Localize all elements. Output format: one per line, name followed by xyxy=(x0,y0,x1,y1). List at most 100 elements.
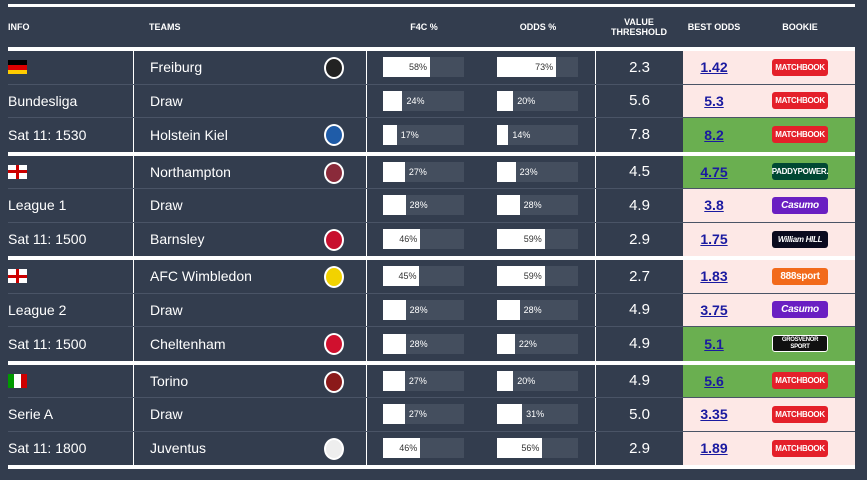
odds-bar: 22% xyxy=(497,333,578,354)
best-odds-link[interactable]: 1.89 xyxy=(700,440,728,457)
f4c-bar-label: 28% xyxy=(409,338,428,349)
northampton-crest-icon xyxy=(324,161,344,184)
england-flag-icon xyxy=(8,164,27,179)
f4c-bar-fill xyxy=(383,90,403,111)
odds-bar-label: 59% xyxy=(523,271,542,282)
f4c-bar: 27% xyxy=(383,370,464,391)
team-name: Juventus xyxy=(150,440,207,457)
odds-bar: 23% xyxy=(497,161,578,182)
f4c-bar-fill xyxy=(383,266,420,287)
table-row: Sat 11: 1500 Barnsley 46% 59% 2.9 1.75 W… xyxy=(8,222,855,256)
table-header: INFO TEAMS F4C % ODDS % VALUE THRESHOLD … xyxy=(8,7,855,47)
odds-bar-fill xyxy=(497,404,523,425)
value-threshold: 2.3 xyxy=(595,51,683,84)
bookie-logo-button[interactable]: William HILL xyxy=(772,230,828,248)
bookie-logo-button[interactable]: MATCHBOOK xyxy=(772,372,828,390)
divider xyxy=(8,4,855,7)
odds-bar-label: 23% xyxy=(519,166,538,177)
freiburg-crest-icon xyxy=(324,57,344,79)
cheltenham-crest-icon xyxy=(324,333,344,355)
value-threshold: 4.9 xyxy=(595,327,683,361)
f4c-bar-label: 46% xyxy=(399,443,418,454)
bookie-logo-button[interactable]: Casumo xyxy=(772,301,828,319)
f4c-bar-fill xyxy=(383,161,405,182)
odds-bar-fill xyxy=(497,229,545,250)
odds-bar-fill xyxy=(497,266,545,287)
best-odds-link[interactable]: 4.75 xyxy=(700,163,728,180)
team-name: Barnsley xyxy=(150,231,205,248)
odds-bar-label: 20% xyxy=(517,95,536,106)
germany-flag-icon xyxy=(8,60,27,75)
f4c-bar: 46% xyxy=(383,438,464,459)
best-odds-link[interactable]: 5.6 xyxy=(704,372,724,389)
group-divider xyxy=(8,465,855,469)
barnsley-crest-icon xyxy=(324,228,344,251)
kickoff-time: Sat 11: 1800 xyxy=(8,440,87,457)
odds-bar-fill xyxy=(497,195,520,216)
bookie-logo-button[interactable]: MATCHBOOK xyxy=(772,92,828,110)
f4c-bar-fill xyxy=(383,57,430,78)
table-row: League 1 Draw 28% 28% 4.9 3.8 Casumo xyxy=(8,189,855,223)
f4c-bar-label: 24% xyxy=(406,95,425,106)
bookie-logo-button[interactable]: 888sport xyxy=(772,267,828,285)
juventus-crest-icon xyxy=(324,437,344,460)
bookie-logo-button[interactable]: Casumo xyxy=(772,196,828,214)
table-row: Serie A Draw 27% 31% 5.0 3.35 MATCHBOOK xyxy=(8,398,855,432)
value-threshold: 4.9 xyxy=(595,293,683,326)
best-odds-link[interactable]: 1.42 xyxy=(700,59,728,76)
header-info: INFO xyxy=(8,22,30,32)
bookie-logo-button[interactable]: MATCHBOOK xyxy=(772,58,828,76)
odds-bar-label: 59% xyxy=(523,234,542,245)
bookie-logo-button[interactable]: MATCHBOOK xyxy=(772,405,828,423)
header-best-odds: BEST ODDS xyxy=(687,22,741,32)
f4c-bar: 27% xyxy=(383,161,464,182)
best-odds-link[interactable]: 8.2 xyxy=(704,126,724,143)
best-odds-link[interactable]: 3.35 xyxy=(700,406,728,423)
f4c-bar: 28% xyxy=(383,195,464,216)
team-name: Freiburg xyxy=(150,59,203,76)
header-f4c: F4C % xyxy=(410,22,438,32)
odds-bar: 56% xyxy=(497,438,578,459)
bookie-logo-button[interactable]: MATCHBOOK xyxy=(772,439,828,457)
odds-bar: 73% xyxy=(497,57,578,78)
value-threshold: 4.9 xyxy=(595,189,683,222)
header-teams: TEAMS xyxy=(149,22,181,32)
team-name: Northampton xyxy=(150,163,231,180)
holstein-kiel-crest-icon xyxy=(324,124,344,146)
best-odds-link[interactable]: 3.8 xyxy=(704,197,724,214)
best-odds-link[interactable]: 1.83 xyxy=(700,268,728,285)
best-odds-link[interactable]: 1.75 xyxy=(700,231,728,248)
f4c-bar-fill xyxy=(383,195,406,216)
best-odds-link[interactable]: 5.3 xyxy=(704,92,724,109)
group-divider xyxy=(8,360,855,365)
bookie-logo-button[interactable]: MATCHBOOK xyxy=(772,126,828,144)
f4c-bar-fill xyxy=(383,333,406,354)
team-name: Torino xyxy=(150,372,189,389)
kickoff-time: Sat 11: 1530 xyxy=(8,126,87,143)
table-row: Sat 11: 1800 Juventus 46% 56% 2.9 1.89 M… xyxy=(8,431,855,465)
bookie-logo-button[interactable]: PADDYPOWER. xyxy=(772,163,829,181)
f4c-bar: 28% xyxy=(383,333,464,354)
f4c-bar-label: 58% xyxy=(408,62,427,73)
value-threshold: 7.8 xyxy=(595,118,683,152)
odds-bar-label: 28% xyxy=(523,304,542,315)
league-name: League 2 xyxy=(8,301,67,318)
odds-bar-fill xyxy=(497,124,509,145)
f4c-bar: 46% xyxy=(383,229,464,250)
best-odds-link[interactable]: 5.1 xyxy=(704,335,724,352)
odds-bar-label: 73% xyxy=(535,62,554,73)
odds-bar-fill xyxy=(497,57,557,78)
f4c-bar-fill xyxy=(383,229,421,250)
f4c-bar: 45% xyxy=(383,266,464,287)
best-odds-link[interactable]: 3.75 xyxy=(700,301,728,318)
odds-bar-label: 31% xyxy=(526,409,545,420)
odds-bar-fill xyxy=(497,299,520,320)
value-threshold: 2.9 xyxy=(595,222,683,256)
f4c-bar: 27% xyxy=(383,404,464,425)
table-row: AFC Wimbledon 45% 59% 2.7 1.83 888sport xyxy=(8,260,855,294)
bookie-logo-button[interactable]: GROSVENOR SPORT xyxy=(772,335,828,353)
odds-bar-fill xyxy=(497,90,514,111)
header-value-threshold: VALUE THRESHOLD xyxy=(611,17,667,37)
team-name: Cheltenham xyxy=(150,335,226,352)
table-row: Sat 11: 1530 Holstein Kiel 17% 14% 7.8 8… xyxy=(8,118,855,152)
